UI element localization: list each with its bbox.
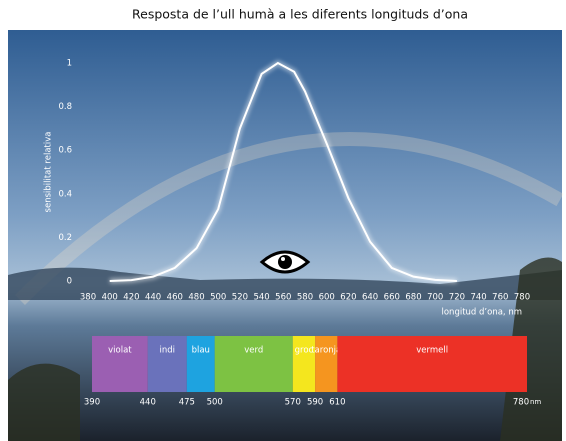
x-tick-label: 480 [188, 293, 204, 303]
chart-title: Resposta de l’ull humà a les diferents l… [132, 7, 468, 22]
band-label: verd [244, 346, 263, 356]
x-tick-label: 600 [319, 293, 335, 303]
x-tick-label: 760 [492, 293, 508, 303]
y-tick-label: 0.4 [58, 189, 72, 199]
edge-label: 500 [207, 398, 223, 408]
x-tick-label: 660 [384, 293, 400, 303]
band-label: violat [108, 346, 132, 356]
band-label: taronja [311, 346, 341, 356]
x-tick-label: 720 [449, 293, 465, 303]
x-tick-label: 460 [167, 293, 183, 303]
spectrum-band [148, 336, 187, 392]
chart: Resposta de l’ull humà a les diferents l… [0, 0, 566, 441]
x-tick-label: 740 [470, 293, 486, 303]
x-tick-label: 420 [123, 293, 139, 303]
x-tick-label: 380 [80, 293, 96, 303]
x-tick-label: 440 [145, 293, 161, 303]
y-axis-label: sensibilitat relativa [44, 132, 54, 213]
edge-label: 440 [140, 398, 156, 408]
spectrum-band [315, 336, 337, 392]
unit-label: nm [530, 398, 541, 406]
x-tick-label: 780 [514, 293, 530, 303]
y-tick-label: 0.2 [58, 233, 72, 243]
spectrum-band [92, 336, 148, 392]
spectrum-band [293, 336, 315, 392]
edge-label: 590 [307, 398, 323, 408]
edge-label: 390 [84, 398, 100, 408]
y-tick-label: 0.8 [58, 102, 72, 112]
x-tick-label: 400 [102, 293, 118, 303]
x-tick-label: 640 [362, 293, 378, 303]
x-tick-label: 500 [210, 293, 226, 303]
x-tick-label: 620 [340, 293, 356, 303]
spectrum-band [337, 336, 527, 392]
x-tick-label: 700 [427, 293, 443, 303]
edge-label: 610 [329, 398, 345, 408]
spectrum-band [187, 336, 215, 392]
band-label: indi [160, 346, 176, 356]
x-axis-label: longitud d’ona, nm [442, 308, 523, 318]
spectrum-band [215, 336, 293, 392]
edge-label: 475 [179, 398, 195, 408]
edge-label: 570 [285, 398, 301, 408]
band-label: blau [192, 346, 210, 356]
y-tick-label: 0 [67, 277, 72, 287]
y-tick-label: 0.6 [58, 146, 72, 156]
edge-label: 780 [513, 398, 529, 408]
x-tick-label: 580 [297, 293, 313, 303]
band-label: vermell [416, 346, 448, 356]
x-tick-label: 560 [275, 293, 291, 303]
x-tick-label: 680 [405, 293, 421, 303]
x-tick-label: 540 [253, 293, 269, 303]
x-tick-label: 520 [232, 293, 248, 303]
y-tick-label: 1 [67, 59, 72, 69]
